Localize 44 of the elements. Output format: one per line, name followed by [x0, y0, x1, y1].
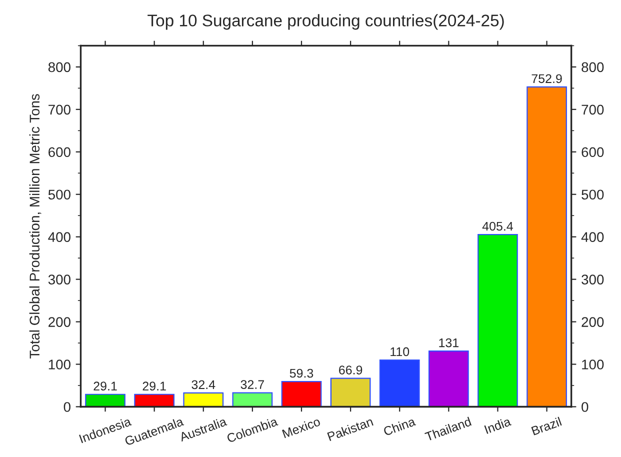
x-tick-label: India: [484, 416, 512, 434]
x-tick-label: Mexico: [282, 416, 321, 438]
y-tick-label: 700: [48, 104, 70, 115]
data-label: 32.7: [240, 380, 264, 389]
bar: [134, 394, 174, 407]
bar: [526, 86, 567, 407]
bar: [478, 234, 518, 407]
y-tick-label: 800: [48, 62, 70, 72]
y-tick-label: 200: [48, 317, 70, 327]
data-label: 110: [390, 347, 410, 356]
y-tick-label: 300: [48, 274, 70, 284]
bar: [428, 350, 469, 407]
x-tick-label: Brazil: [531, 416, 562, 436]
y2-tick-label: 100: [582, 360, 604, 370]
y-axis-title: Total Global Production, Million Metric Tons: [29, 94, 42, 359]
y-tick-label: 600: [48, 147, 70, 158]
y2-tick-label: 300: [582, 274, 604, 284]
bar: [330, 378, 371, 407]
y2-tick-label: 500: [582, 190, 604, 200]
data-label: 59.3: [290, 368, 314, 378]
x-tick-label: China: [382, 416, 416, 436]
y-tick-label: 0: [64, 402, 70, 412]
bar: [281, 380, 322, 407]
y2-tick-label: 400: [581, 232, 604, 242]
y2-tick-label: 800: [582, 62, 604, 72]
bar: [85, 394, 126, 407]
bar: [232, 392, 273, 407]
y2-tick-label: 700: [582, 104, 604, 115]
chart-title: Top 10 Sugarcane producing countries(2024-25): [148, 14, 504, 30]
data-label: 405.4: [482, 222, 514, 231]
data-label: 752.9: [532, 74, 562, 84]
bar: [183, 392, 224, 407]
y-tick-label: 100: [48, 360, 70, 370]
data-label: 131: [439, 338, 458, 348]
y-tick-label: 500: [48, 190, 70, 200]
y2-tick-label: 200: [582, 317, 604, 327]
data-label: 66.9: [339, 366, 362, 374]
y2-tick-label: 600: [582, 147, 604, 158]
data-label: 29.1: [94, 382, 117, 391]
bar: [379, 359, 420, 407]
y-tick-label: 400: [48, 232, 70, 242]
data-label: 29.1: [142, 382, 166, 391]
y2-tick-label: 0: [582, 402, 588, 412]
data-label: 32.4: [192, 380, 216, 390]
